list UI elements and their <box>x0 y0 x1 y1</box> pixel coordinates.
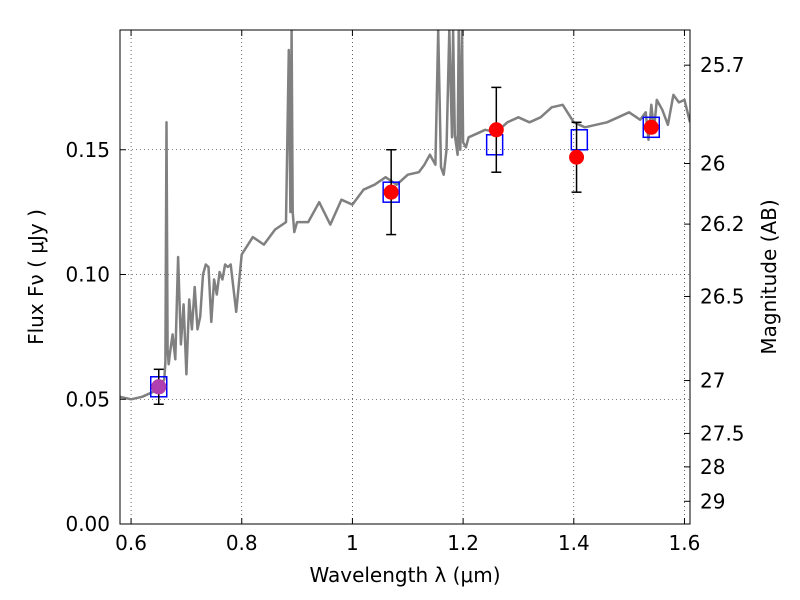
data-markers <box>149 86 661 405</box>
y-tick-label: 0.00 <box>65 512 110 536</box>
model-spectrum <box>120 30 690 401</box>
observed-flux-point <box>643 119 659 135</box>
observed-flux-point <box>488 122 504 138</box>
x-tick-label: 0.8 <box>226 531 258 555</box>
model-band-square <box>570 129 589 151</box>
y2-tick-label: 27.5 <box>700 421 745 445</box>
y2-tick-label: 26 <box>700 151 725 175</box>
y-tick-label: 0.10 <box>65 263 110 287</box>
model-band-square <box>485 134 504 156</box>
spectrum-line <box>120 30 690 401</box>
y-axis-title: Flux Fν ( μJy ) <box>24 209 48 345</box>
y2-tick-label: 25.7 <box>700 53 745 77</box>
y-axis-ticks: 0.00 0.05 0.10 0.15 <box>65 138 126 536</box>
y2-tick-label: 29 <box>700 489 725 513</box>
y2-axis-ticks: 25.7 26 26.2 26.5 27 27.5 28 29 <box>684 53 745 513</box>
observed-flux-point <box>383 184 399 200</box>
x-tick-label: 1.2 <box>447 531 479 555</box>
model-band-square <box>642 116 661 139</box>
y-tick-label: 0.15 <box>65 138 110 162</box>
y-tick-label: 0.05 <box>65 387 110 411</box>
y2-tick-label: 26.2 <box>700 212 745 236</box>
overlap-point <box>151 379 167 395</box>
plot-frame <box>119 29 691 525</box>
x-tick-label: 1.4 <box>558 531 590 555</box>
observed-flux-point <box>569 149 585 165</box>
y2-tick-label: 27 <box>700 369 725 393</box>
x-tick-label: 0.6 <box>115 531 147 555</box>
y2-tick-label: 26.5 <box>700 284 745 308</box>
x-axis-ticks: 0.6 0.8 1 1.2 1.4 1.6 <box>115 30 700 555</box>
x-tick-label: 1.6 <box>669 531 701 555</box>
x-tick-label: 1 <box>346 531 359 555</box>
x-axis-title: Wavelength λ (μm) <box>309 563 500 587</box>
y2-axis-title: Magnitude (AB) <box>757 199 781 354</box>
y2-tick-label: 28 <box>700 455 725 479</box>
grid-lines <box>120 30 690 524</box>
